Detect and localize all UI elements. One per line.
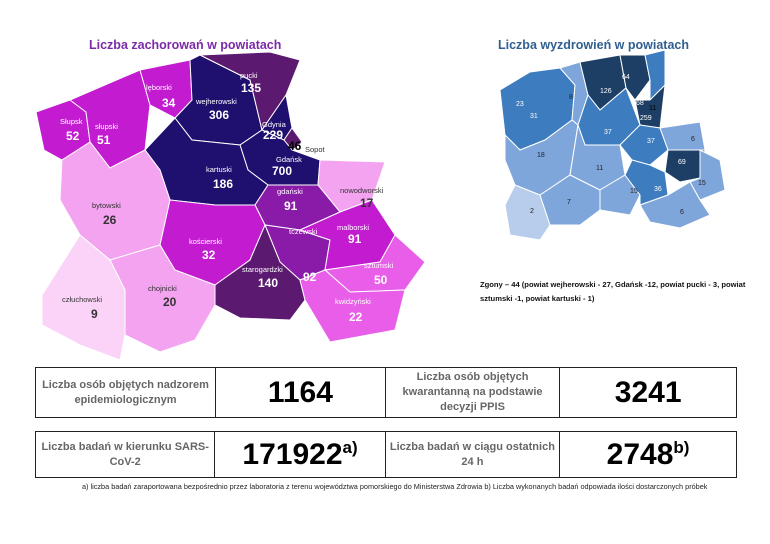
- district-value: 22: [349, 310, 363, 324]
- district-value: 91: [284, 199, 298, 213]
- district-value: 135: [241, 81, 261, 95]
- district-name: Gdynia: [262, 120, 287, 129]
- district-value: 17: [360, 196, 374, 210]
- district-name: chojnicki: [148, 284, 177, 293]
- rec-value: 7: [567, 199, 571, 206]
- rec-value: 259: [640, 115, 652, 122]
- tests-footnote-mark: a): [342, 437, 358, 457]
- district-value: 9: [91, 307, 98, 321]
- rec-district: [619, 54, 651, 101]
- tests24-label: Liczba badań w ciągu ostatnich 24 h: [384, 431, 561, 478]
- infection-map: [35, 51, 426, 361]
- rec-value: 126: [600, 88, 612, 95]
- district-name: kartuski: [206, 165, 232, 174]
- district-name: wejherowski: [195, 97, 237, 106]
- district-name: sztumski: [364, 261, 394, 270]
- district-value: 20: [163, 295, 177, 309]
- quarantine-label: Liczba osób objętych kwarantanną na pods…: [384, 367, 561, 418]
- supervised-label: Liczba osób objętych nadzorem epidemiolo…: [34, 367, 217, 418]
- district-czluchowski: [41, 234, 126, 361]
- rec-value: 69: [678, 159, 686, 166]
- infection-labels: pucki 135 lęborski 34 wejherowski 306 Sł…: [60, 71, 394, 324]
- recovery-map-title: Liczba wyzdrowień w powiatach: [498, 38, 690, 52]
- district-value: 700: [272, 164, 292, 178]
- rec-district: [659, 121, 706, 151]
- tests-value: 171922: [242, 437, 343, 471]
- district-value: 26: [103, 213, 117, 227]
- infection-map-title: Liczba zachorowań w powiatach: [89, 38, 282, 52]
- tests24-footnote-mark: b): [673, 437, 690, 457]
- rec-value: 6: [691, 136, 695, 143]
- district-value: 229: [263, 128, 283, 142]
- stats-row-1: Liczba osób objętych nadzorem epidemiolo…: [34, 367, 737, 418]
- rec-value: 64: [622, 74, 630, 81]
- stats-row-2: Liczba badań w kierunku SARS-CoV-2 17192…: [34, 431, 737, 478]
- rec-value: 15: [698, 180, 706, 187]
- district-name: Słupsk: [60, 117, 83, 126]
- rec-value: 6: [680, 209, 684, 216]
- recovery-map: [499, 49, 726, 241]
- rec-value: 31: [530, 113, 538, 120]
- district-name: malborski: [337, 223, 369, 232]
- quarantine-value: 3241: [559, 367, 737, 418]
- tests-label: Liczba badań w kierunku SARS-CoV-2: [34, 431, 216, 478]
- rec-value: 2: [530, 208, 534, 215]
- rec-value: 11: [596, 165, 603, 172]
- rec-value: 37: [604, 129, 612, 136]
- district-value: 186: [213, 177, 233, 191]
- district-name: nowodworski: [340, 186, 384, 195]
- recovery-labels: 64 126 68 11 259 23 31 8 37 37 6 18 11 6…: [516, 74, 706, 216]
- district-name: bytowski: [92, 201, 121, 210]
- supervised-value: 1164: [215, 367, 386, 418]
- rec-district: [539, 174, 601, 226]
- rec-district: [634, 83, 666, 129]
- tests-cell: 171922a): [214, 431, 386, 478]
- rec-district: [664, 149, 706, 183]
- rec-value: 18: [537, 152, 545, 159]
- district-value: 91: [348, 232, 362, 246]
- rec-value: 36: [654, 186, 662, 193]
- rec-value: 23: [516, 101, 524, 108]
- district-name: gdański: [277, 187, 303, 196]
- district-name: kwidzyński: [335, 297, 371, 306]
- footnote: a) liczba badań zaraportowana bezpośredn…: [82, 482, 708, 491]
- district-name: Gdańsk: [276, 155, 302, 164]
- tests24-value: 2748: [606, 437, 674, 471]
- rec-value: 15: [630, 188, 638, 195]
- district-name: Sopot: [305, 145, 326, 154]
- district-name: człuchowski: [62, 295, 102, 304]
- district-name: lęborski: [146, 83, 172, 92]
- district-name: słupski: [95, 122, 118, 131]
- district-value: 52: [66, 129, 80, 143]
- district-name: kościerski: [189, 237, 222, 246]
- rec-district: [639, 181, 711, 229]
- district-name: tczewski: [289, 227, 318, 236]
- district-value: 92: [303, 270, 317, 284]
- rec-value: 8: [569, 94, 573, 101]
- rec-value: 68: [636, 100, 644, 107]
- tests24-cell: 2748b): [559, 431, 737, 478]
- district-value: 140: [258, 276, 278, 290]
- district-value: 306: [209, 108, 229, 122]
- district-name: pucki: [240, 71, 258, 80]
- rec-value: 11: [649, 105, 656, 112]
- rec-value: 37: [647, 138, 655, 145]
- district-value: 32: [202, 248, 216, 262]
- deaths-note: Zgony – 44 (powiat wejherowski - 27, Gda…: [480, 280, 746, 303]
- district-value: 50: [374, 273, 388, 287]
- district-kwidzynski: [299, 269, 406, 343]
- district-value: 34: [162, 96, 176, 110]
- district-value: 46: [288, 139, 302, 153]
- rec-district: [624, 159, 669, 206]
- district-name: starogardzki: [242, 265, 283, 274]
- district-value: 51: [97, 133, 111, 147]
